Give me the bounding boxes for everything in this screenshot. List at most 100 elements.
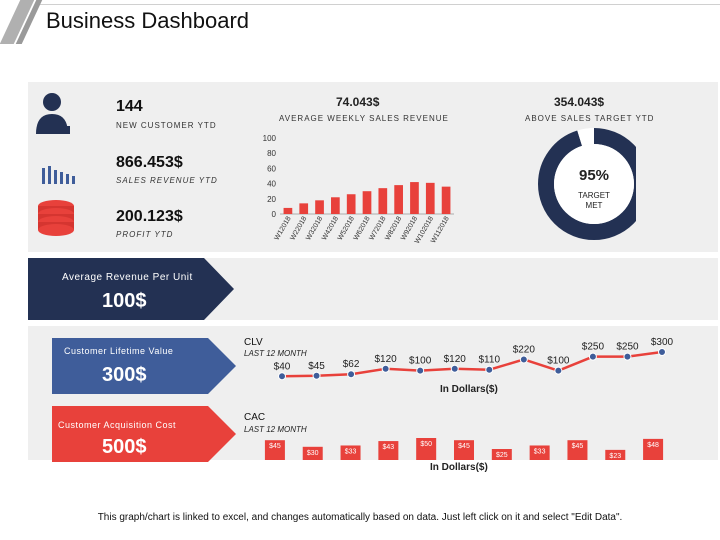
- clv-point: [381, 364, 390, 373]
- profit-label: PROFIT YTD: [116, 230, 174, 239]
- donut-slice: [538, 128, 636, 240]
- weekly-y-tick: 20: [267, 195, 276, 204]
- arpu-label: Average Revenue Per Unit: [62, 272, 193, 283]
- cac-data-label: $48: [647, 442, 659, 449]
- cac-data-label: $23: [609, 453, 621, 460]
- weekly-bar: [331, 197, 340, 214]
- cac-bar: [302, 446, 323, 460]
- weekly-bar: [378, 188, 388, 214]
- cac-bar: [529, 445, 550, 460]
- weekly-revenue-chart: 020406080100W12018W22018W32018W42018W520…: [263, 134, 454, 245]
- weekly-bar: [362, 191, 372, 214]
- weekly-bar: [346, 194, 356, 214]
- cac-bar: [567, 440, 588, 460]
- cac-data-label: $30: [307, 450, 319, 457]
- clv-line-chart: $40 $45 $62 $120 $100 $120 $110 $220 $100 $250 $25…: [274, 337, 674, 381]
- clv-data-label: $110: [479, 355, 501, 366]
- cac-bar: [264, 440, 285, 460]
- clv-data-label: $40: [274, 361, 291, 372]
- clv-point: [485, 365, 494, 374]
- clv-point: [623, 352, 632, 361]
- donut-center-label: TARGET MET: [578, 191, 610, 210]
- cac-chart-caption: In Dollars($): [430, 462, 488, 473]
- sales-revenue-value: 866.453$: [116, 154, 183, 171]
- cac-bar: [340, 445, 361, 460]
- weekly-y-tick: 80: [267, 149, 276, 158]
- donut-center-value: 95%: [578, 167, 610, 184]
- sales-revenue-label: SALES REVENUE YTD: [116, 176, 218, 185]
- weekly-bar: [315, 200, 324, 214]
- cac-data-label: $45: [269, 443, 281, 450]
- donut-hole: [554, 144, 634, 224]
- title-bar: Business Dashboard: [0, 0, 720, 44]
- clv-point: [554, 366, 563, 375]
- cac-value: 500$: [102, 436, 147, 458]
- arpu-value: 100$: [102, 290, 147, 312]
- weekly-bar: [441, 186, 451, 214]
- clv-data-label: $100: [409, 356, 432, 367]
- profit-value: 200.123$: [116, 208, 183, 225]
- clv-value: 300$: [102, 364, 147, 386]
- clv-data-label: $120: [375, 354, 398, 365]
- clv-chart-sublabel: LAST 12 MONTH: [244, 349, 307, 358]
- cac-bar: [416, 438, 437, 460]
- coins-stack-icon: [38, 200, 74, 236]
- target-donut-chart: [538, 128, 636, 240]
- clv-line: [281, 350, 663, 378]
- cac-chart-title: CAC: [244, 412, 266, 423]
- weekly-y-tick: 0: [272, 210, 277, 219]
- cac-chart-sublabel: LAST 12 MONTH: [244, 425, 307, 434]
- clv-box: [52, 338, 236, 394]
- weekly-bar: [425, 182, 435, 214]
- weekly-y-tick: 60: [267, 164, 276, 173]
- cac-bar-chart: $45 $30 $33 $43 $50 $45 $25 $33 $45 $23 $48: [264, 438, 664, 460]
- clv-data-label: $62: [343, 359, 360, 370]
- clv-data-label: $300: [651, 337, 674, 348]
- clv-point: [347, 370, 356, 379]
- clv-chart-caption: In Dollars($): [440, 384, 498, 395]
- clv-data-label: $100: [547, 356, 570, 367]
- footer-note: This graph/chart is linked to excel, and…: [97, 512, 623, 523]
- clv-data-label: $250: [616, 342, 639, 353]
- page-title: Business Dashboard: [46, 8, 250, 33]
- weekly-revenue-label: AVERAGE WEEKLY SALES REVENUE: [279, 114, 449, 123]
- cac-data-label: $33: [534, 448, 546, 455]
- weekly-bar: [410, 182, 419, 214]
- clv-chart-title: CLV: [244, 337, 263, 348]
- above-target-value: 354.043$: [554, 95, 605, 109]
- clv-data-label: $250: [582, 342, 605, 353]
- cac-data-label: $45: [572, 443, 584, 450]
- title-rule: [40, 4, 720, 5]
- cac-label: Customer Acquisition Cost: [58, 420, 177, 430]
- arpu-box: [28, 258, 234, 320]
- cac-bar: [605, 449, 626, 460]
- cac-data-label: $33: [345, 448, 357, 455]
- clv-label: Customer Lifetime Value: [64, 346, 174, 356]
- weekly-bar: [394, 185, 403, 214]
- cac-data-label: $45: [458, 443, 470, 450]
- clv-point: [658, 348, 666, 356]
- clv-data-label: $45: [308, 361, 325, 372]
- clv-point: [416, 366, 425, 375]
- clv-data-label: $120: [444, 354, 467, 365]
- cac-bar: [378, 441, 399, 460]
- bar-chart-icon: [42, 166, 75, 184]
- cac-data-label: $25: [496, 452, 508, 459]
- weekly-y-tick: 100: [263, 134, 277, 143]
- cac-bar: [454, 440, 474, 460]
- clv-point: [278, 372, 286, 381]
- clv-point: [519, 355, 528, 364]
- clv-point: [450, 364, 459, 373]
- clv-point: [588, 352, 597, 361]
- clv-point: [312, 371, 321, 380]
- above-target-label: ABOVE SALES TARGET YTD: [525, 114, 655, 123]
- cac-bar: [491, 449, 512, 460]
- weekly-y-tick: 40: [267, 180, 276, 189]
- weekly-bar: [299, 203, 309, 214]
- new-customer-label: NEW CUSTOMER YTD: [116, 121, 217, 130]
- weekly-bar: [283, 207, 293, 214]
- clv-data-label: $220: [513, 344, 536, 355]
- cac-data-label: $43: [383, 444, 395, 451]
- cac-box: [52, 406, 236, 462]
- new-customer-value: 144: [116, 98, 143, 115]
